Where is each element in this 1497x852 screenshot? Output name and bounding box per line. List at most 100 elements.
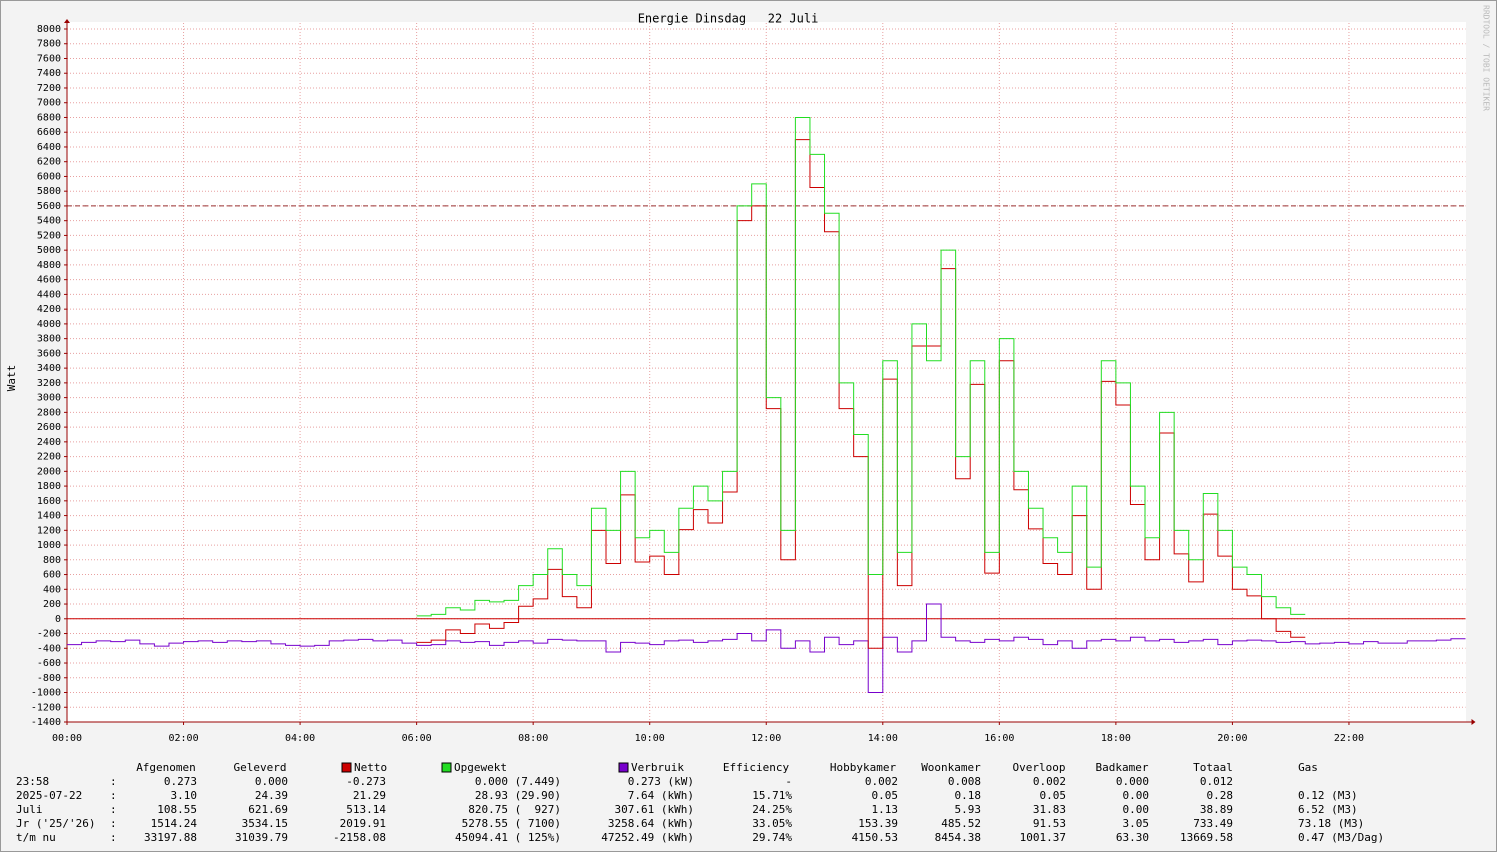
y-tick-label: 5400: [37, 216, 61, 227]
watermark: RRDTOOL / TOBI OETIKER: [1482, 5, 1491, 111]
table-cell: 73.18 (M3): [1298, 817, 1364, 830]
y-tick-label: -1200: [31, 702, 61, 713]
table-cell: 0.002: [865, 775, 898, 788]
table-cell: 1514.24: [151, 817, 198, 830]
y-tick-label: 1800: [37, 481, 61, 492]
table-cell: 29.74%: [752, 831, 792, 844]
y-tick-label: 3600: [37, 348, 61, 359]
table-cell: 5.93: [955, 803, 982, 816]
y-tick-label: 2600: [37, 422, 61, 433]
table-cell: 0.28: [1207, 789, 1234, 802]
table-cell: 0.273: [164, 775, 197, 788]
y-tick-label: 7200: [37, 83, 61, 94]
y-tick-label: 6400: [37, 142, 61, 153]
table-cell: 0.000: [1116, 775, 1149, 788]
y-tick-label: 5600: [37, 201, 61, 212]
legend-swatch: [341, 762, 352, 773]
table-cell: :: [110, 775, 117, 788]
table-cell: 0.000: [255, 775, 288, 788]
table-cell: 3.05: [1123, 817, 1150, 830]
y-tick-label: 600: [43, 570, 61, 581]
table-cell: 38.89: [1200, 803, 1233, 816]
y-tick-label: 3400: [37, 363, 61, 374]
y-tick-label: -1400: [31, 717, 61, 728]
table-cell: 733.49: [1193, 817, 1233, 830]
table-cell: 0.00: [1123, 803, 1150, 816]
x-tick-label: 18:00: [1101, 733, 1131, 744]
y-tick-label: 800: [43, 555, 61, 566]
table-cell: 0.05: [1040, 789, 1067, 802]
y-tick-label: 4800: [37, 260, 61, 271]
table-cell: 513.14: [346, 803, 386, 816]
table-cell: 33197.88: [144, 831, 197, 844]
table-cell: 1.13: [872, 803, 899, 816]
y-tick-label: 4200: [37, 304, 61, 315]
y-tick-label: 1600: [37, 496, 61, 507]
y-tick-label: -400: [37, 643, 61, 654]
x-tick-label: 06:00: [402, 733, 432, 744]
x-tick-label: 22:00: [1334, 733, 1364, 744]
table-cell: 31.83: [1033, 803, 1066, 816]
table-cell: 1001.37: [1020, 831, 1066, 844]
table-cell: 33.05%: [752, 817, 792, 830]
table-cell: :: [110, 789, 117, 802]
y-tick-label: -600: [37, 658, 61, 669]
series-line: [416, 139, 1306, 649]
y-tick-label: -800: [37, 673, 61, 684]
series-line: [67, 603, 1466, 694]
y-tick-label: 200: [43, 599, 61, 610]
column-header: Afgenomen: [136, 761, 196, 774]
chart-title: Energie Dinsdag 22 Juli: [638, 12, 819, 26]
y-tick-label: -200: [37, 629, 61, 640]
table-cell: 7.64 (kWh): [628, 789, 694, 802]
y-tick-label: 400: [43, 584, 61, 595]
y-tick-label: 1000: [37, 540, 61, 551]
table-cell: 0.00: [1123, 789, 1150, 802]
y-tick-label: 2800: [37, 407, 61, 418]
table-cell: 47252.49 (kWh): [601, 831, 694, 844]
table-cell: 24.39: [255, 789, 288, 802]
table-cell: 28.93 (29.90): [475, 789, 561, 802]
y-tick-label: 8000: [37, 24, 61, 35]
table-cell: -2158.08: [333, 831, 386, 844]
legend-swatch: [441, 762, 452, 773]
x-tick-label: 16:00: [984, 733, 1014, 744]
table-cell: 0.002: [1033, 775, 1066, 788]
table-cell: :: [110, 817, 117, 830]
table-cell: 4150.53: [852, 831, 898, 844]
legend-label: Opgewekt: [454, 761, 507, 774]
table-cell: 5278.55 ( 7100): [462, 817, 561, 830]
table-cell: 63.30: [1116, 831, 1149, 844]
x-tick-label: 10:00: [635, 733, 665, 744]
y-tick-label: 6600: [37, 127, 61, 138]
legend-swatch: [618, 762, 629, 773]
x-tick-label: 02:00: [168, 733, 198, 744]
legend-label: Verbruik: [631, 761, 684, 774]
legend-label: Netto: [354, 761, 387, 774]
column-header: Woonkamer: [921, 761, 981, 774]
x-tick-label: 12:00: [751, 733, 781, 744]
x-tick-label: 14:00: [868, 733, 898, 744]
x-axis-arrow: [1471, 719, 1476, 725]
table-cell: 3258.64 (kWh): [608, 817, 694, 830]
y-tick-label: 5000: [37, 245, 61, 256]
table-cell: 6.52 (M3): [1298, 803, 1358, 816]
column-header: Badkamer: [1096, 761, 1149, 774]
table-cell: 0.012: [1200, 775, 1233, 788]
y-tick-label: 7400: [37, 68, 61, 79]
table-cell: 3.10: [171, 789, 198, 802]
table-cell: 8454.38: [935, 831, 981, 844]
column-header: Overloop: [1013, 761, 1066, 774]
table-cell: Jr ('25/'26): [16, 817, 95, 830]
y-tick-label: 7800: [37, 39, 61, 50]
table-cell: 23:58: [16, 775, 49, 788]
y-tick-label: 4000: [37, 319, 61, 330]
y-tick-label: 6000: [37, 171, 61, 182]
table-cell: 153.39: [858, 817, 898, 830]
x-tick-label: 20:00: [1217, 733, 1247, 744]
x-tick-label: 04:00: [285, 733, 315, 744]
table-cell: -0.273: [346, 775, 386, 788]
table-cell: 24.25%: [752, 803, 792, 816]
table-cell: 485.52: [941, 817, 981, 830]
